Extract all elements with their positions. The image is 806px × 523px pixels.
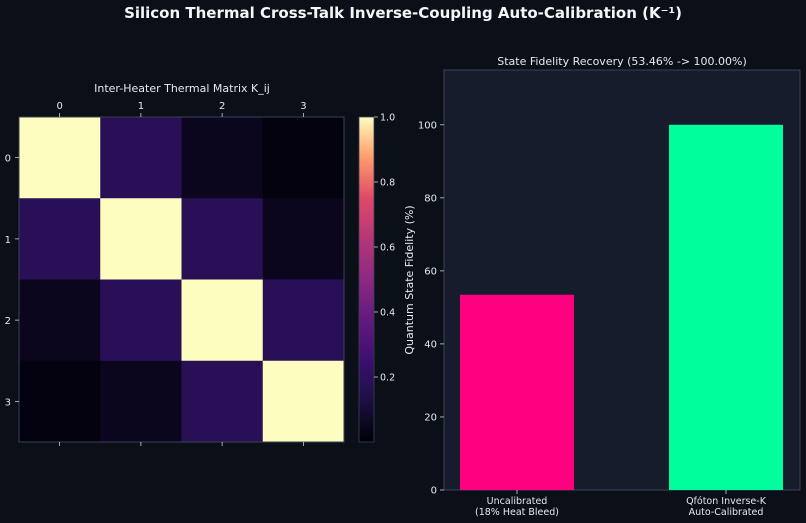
- heatmap-panel: Inter-Heater Thermal Matrix K_ij 0 1 2 3 0 1 2…: [5, 82, 345, 446]
- heatmap-x-tick-label: 2: [219, 101, 225, 112]
- bar-y-tick-label: 0: [431, 486, 437, 497]
- colorbar-tick-label: 0.8: [380, 178, 395, 189]
- bar-y-tick-label: 20: [424, 412, 437, 423]
- bar-y-tick-label: 80: [424, 193, 437, 204]
- bar-y-tick-label: 40: [424, 339, 437, 350]
- heatmap-cell-1-3: [262, 198, 345, 280]
- heatmap-cell-3-1: [100, 360, 182, 443]
- heatmap-cell-1-1: [100, 198, 182, 280]
- colorbar-tick-label: 0.6: [380, 243, 395, 254]
- heatmap-cell-1-2: [181, 198, 264, 280]
- heatmap-frame: [18, 116, 345, 443]
- figure-title: Silicon Thermal Cross-Talk Inverse-Coupl…: [124, 4, 682, 22]
- heatmap-cell-2-2: [181, 279, 264, 362]
- bar-x-tick-label: Auto-Calibrated: [689, 507, 764, 518]
- colorbar-gradient: [358, 116, 375, 443]
- heatmap-cell-0-2: [181, 117, 264, 199]
- heatmap-x-tick-label: 1: [138, 101, 144, 112]
- bar-y-axis-label: Quantum State Fidelity (%): [403, 205, 416, 354]
- bar-y-ticks: 0 20 40 60 80 100: [418, 120, 444, 497]
- heatmap-cell-2-3: [262, 279, 345, 362]
- heatmap-cell-0-0: [19, 117, 101, 199]
- bar-0: [460, 294, 574, 490]
- heatmap-ticks: 0 1 2 3 0 1 2 3: [5, 101, 307, 446]
- colorbar-ticks: 0.2 0.4 0.6 0.8 1.0: [374, 113, 395, 384]
- bar-x-ticks: Uncalibrated(18% Heat Bleed) Qfóton Inver…: [475, 490, 767, 518]
- bar-1: [669, 124, 783, 491]
- colorbar-tick-label: 0.4: [380, 308, 395, 319]
- bar-chart-title: State Fidelity Recovery (53.46% -> 100.0…: [497, 55, 747, 68]
- heatmap-cell-0-1: [100, 117, 182, 199]
- heatmap-y-tick-label: 1: [5, 235, 11, 246]
- bar-panel: State Fidelity Recovery (53.46% -> 100.0…: [403, 55, 801, 518]
- heatmap-cell-0-3: [262, 117, 345, 199]
- heatmap-cells: [19, 117, 345, 443]
- heatmap-cell-3-3: [262, 360, 345, 443]
- heatmap-cell-3-2: [181, 360, 264, 443]
- heatmap-cell-3-0: [19, 360, 101, 443]
- bar-x-tick-label: (18% Heat Bleed): [475, 507, 559, 518]
- heatmap-title: Inter-Heater Thermal Matrix K_ij: [94, 82, 270, 95]
- heatmap-y-tick-label: 3: [5, 397, 11, 408]
- colorbar-tick-label: 0.2: [380, 373, 395, 384]
- heatmap-y-tick-label: 2: [5, 316, 11, 327]
- heatmap-cell-2-1: [100, 279, 182, 362]
- bar-x-tick-label: Uncalibrated: [487, 496, 548, 507]
- heatmap-x-tick-label: 3: [300, 101, 306, 112]
- bar-y-tick-label: 100: [418, 120, 437, 131]
- heatmap-cell-2-0: [19, 279, 101, 362]
- bar-x-tick-label: Qfóton Inverse-K: [686, 496, 767, 507]
- heatmap-cell-1-0: [19, 198, 101, 280]
- colorbar-tick-label: 1.0: [380, 113, 395, 124]
- heatmap-y-tick-label: 0: [5, 154, 11, 165]
- heatmap-x-tick-label: 0: [56, 101, 62, 112]
- bar-marks: [460, 124, 783, 491]
- bar-y-tick-label: 60: [424, 266, 437, 277]
- colorbar: 0.2 0.4 0.6 0.8 1.0: [358, 113, 395, 443]
